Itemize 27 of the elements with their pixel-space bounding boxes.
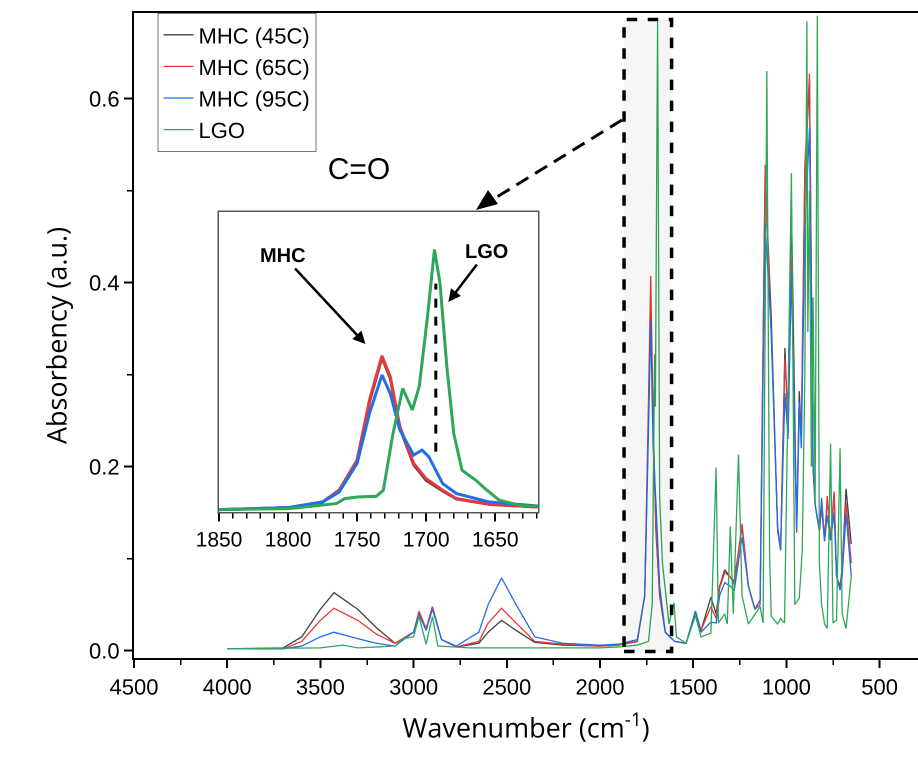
x-tick-label: 3500	[296, 674, 345, 700]
x-tick-label: 2000	[576, 674, 624, 700]
legend-label: MHC (45C)	[198, 23, 310, 48]
x-tick-label: 1650	[472, 528, 519, 552]
x-tick-label: 1750	[334, 528, 380, 552]
x-axis-title: Wavenumber (cm$^{-1}$)	[402, 706, 650, 746]
x-tick-label: 1850	[196, 528, 242, 552]
x-tick-label: 1500	[668, 674, 718, 700]
x-tick-label: 1700	[402, 528, 450, 552]
x-tick-label: 500	[861, 674, 898, 700]
chart-title: C=O	[328, 153, 390, 186]
y-tick-label: 0.2	[89, 454, 120, 480]
x-tick-label: 4000	[202, 674, 252, 700]
legend-label: LGO	[198, 118, 245, 144]
x-tick-label: 2500	[482, 674, 532, 700]
x-tick-label: 1800	[264, 528, 312, 552]
x-tick-label: 4500	[110, 674, 158, 700]
x-tick-label: 3000	[389, 674, 438, 700]
legend-label: MHC (95C)	[198, 86, 310, 112]
annotation: LGO	[465, 241, 508, 263]
y-tick-label: 0.6	[89, 86, 120, 112]
x-tick-label: 1000	[762, 674, 811, 700]
y-tick-label: 0.0	[89, 638, 120, 664]
legend-label: MHC (65C)	[198, 54, 310, 80]
annotation: MHC	[260, 245, 306, 267]
y-tick-label: 0.4	[89, 270, 120, 296]
y-axis-title: Absorbency (a.u.)	[38, 226, 75, 444]
